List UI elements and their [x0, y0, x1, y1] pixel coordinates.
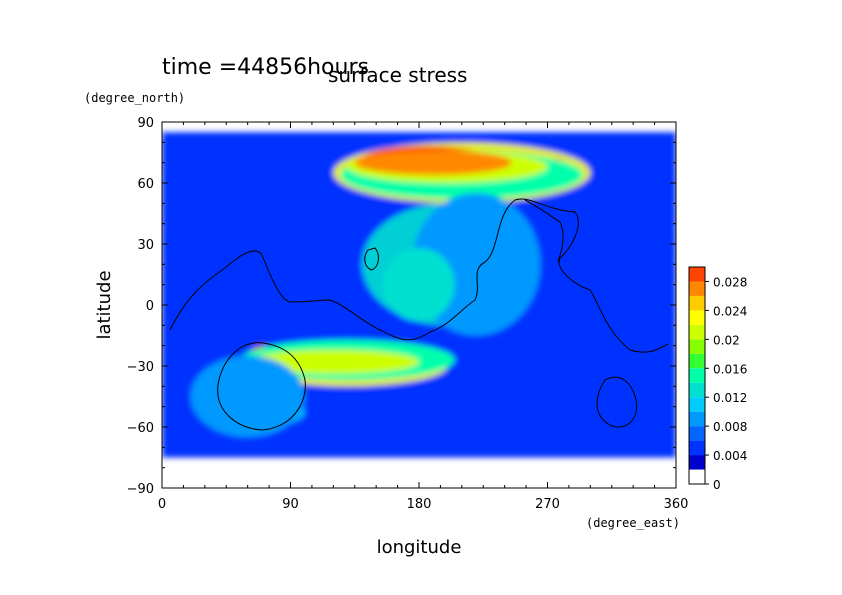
colorbar-label: 0.028 — [713, 275, 747, 289]
colorbar-label: 0.012 — [713, 391, 747, 405]
colorbar-swatch — [689, 281, 705, 296]
y-axis-title: latitude — [94, 270, 115, 339]
chart-title: surface stress — [328, 63, 467, 87]
colorbar-swatch — [689, 324, 705, 340]
time-label: time =44856hours — [162, 55, 369, 80]
colorbar-swatch — [689, 455, 705, 470]
colorbar-frame — [688, 266, 706, 485]
y-unit-label: (degree_north) — [84, 91, 185, 105]
coastline-africa — [169, 198, 669, 353]
heat-core — [383, 248, 455, 322]
colorbar-label: 0.004 — [713, 449, 747, 463]
colorbar-swatch — [689, 295, 705, 311]
colorbar-swatch — [689, 440, 705, 456]
x-tick-label: 180 — [407, 497, 432, 512]
coastline-island — [364, 247, 379, 271]
coastline-south-america — [217, 342, 306, 431]
y-tick-label: −60 — [127, 421, 154, 436]
colorbar-swatch — [689, 310, 705, 325]
colorbar-label: 0.016 — [713, 362, 747, 376]
colorbar-swatch — [689, 382, 705, 398]
x-axis: 0 90 180 270 360 — [158, 122, 689, 512]
x-tick-label: 270 — [535, 497, 560, 512]
colorbar-swatch — [689, 426, 705, 441]
y-tick-label: 0 — [146, 299, 154, 314]
heat-core — [190, 355, 305, 438]
colorbar: 0 0.004 0.008 0.012 0.016 0.02 0.024 0.028 — [688, 266, 747, 492]
colorbar-swatch — [689, 368, 705, 383]
y-axis: −90 −60 −30 0 30 60 90 — [127, 116, 676, 497]
colorbar-label: 0 — [713, 478, 721, 492]
colorbar-swatch — [689, 267, 705, 282]
heat-blobs — [162, 132, 676, 458]
y-tick-label: −30 — [127, 360, 154, 375]
y-tick-label: 90 — [137, 116, 154, 131]
coastlines — [169, 198, 669, 431]
colorbar-label: 0.008 — [713, 420, 747, 434]
plot-area — [162, 122, 676, 488]
x-unit-label: (degree_east) — [586, 516, 680, 530]
heat-core — [247, 349, 419, 375]
colorbar-swatch — [689, 411, 705, 427]
x-tick-label: 90 — [282, 497, 299, 512]
x-tick-label: 360 — [664, 497, 689, 512]
coastline-north — [524, 199, 564, 263]
colorbar-swatch — [689, 339, 705, 354]
y-tick-label: 30 — [137, 238, 154, 253]
colorbar-label: 0.02 — [713, 333, 740, 347]
y-tick-label: −90 — [127, 482, 154, 497]
y-tick-label: 60 — [137, 177, 154, 192]
colorbar-swatch — [689, 469, 705, 484]
heat-field — [162, 132, 676, 458]
x-axis-title: longitude — [377, 537, 462, 558]
colorbar-label: 0.024 — [713, 304, 747, 318]
coastline-australia — [596, 376, 638, 428]
x-tick-label: 0 — [158, 497, 166, 512]
colorbar-swatch — [689, 397, 705, 412]
heat-core — [354, 150, 512, 175]
colorbar-swatch — [689, 353, 705, 369]
